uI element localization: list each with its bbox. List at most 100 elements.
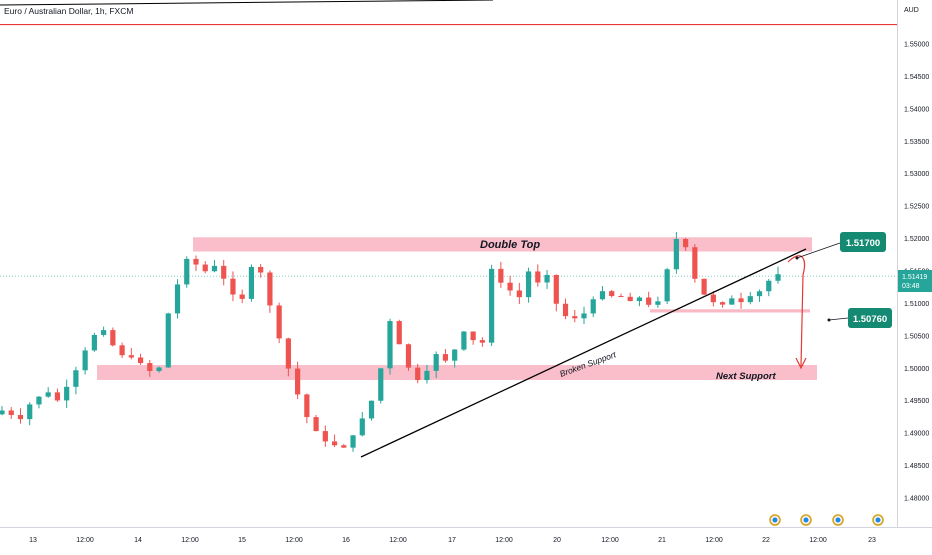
time-tick-label: 15 xyxy=(238,537,246,544)
event-icons[interactable] xyxy=(769,514,884,526)
price-tick-label: 1.53500 xyxy=(904,139,929,146)
candle-body xyxy=(387,321,393,369)
candle-body xyxy=(27,404,33,420)
candle-body xyxy=(396,321,402,345)
price-tick-label: 1.53000 xyxy=(904,171,929,178)
svg-text:1.51700: 1.51700 xyxy=(846,238,880,249)
candle-body xyxy=(313,417,319,432)
candle-body xyxy=(756,291,763,297)
candle-body xyxy=(710,294,716,303)
candle-body xyxy=(295,368,301,395)
time-tick-label: 17 xyxy=(448,537,456,544)
candle-body xyxy=(636,297,643,302)
calendar-event-icon[interactable] xyxy=(800,514,812,526)
time-tick-label: 16 xyxy=(342,537,350,544)
calendar-event-icon[interactable] xyxy=(832,514,844,526)
price-tick-label: 1.51000 xyxy=(904,301,929,308)
candle-body xyxy=(165,313,171,368)
double-top-label: Double Top xyxy=(480,239,540,251)
candle-body xyxy=(82,350,88,371)
candle-body xyxy=(128,355,134,358)
price-zone xyxy=(97,365,817,380)
time-tick-label: 14 xyxy=(134,537,142,544)
candle-body xyxy=(664,269,670,302)
candle-body xyxy=(599,291,606,300)
candle-body xyxy=(729,298,735,305)
candle-body xyxy=(535,271,541,283)
candle-body xyxy=(211,265,218,272)
candle-body xyxy=(442,354,449,361)
time-tick-label: 23 xyxy=(868,537,876,544)
candle-body xyxy=(618,296,624,298)
candle-body xyxy=(304,394,310,418)
price-tick-label: 1.52000 xyxy=(904,236,929,243)
candle-body xyxy=(646,297,652,305)
candle-body xyxy=(766,280,772,292)
time-tick-label: 12:00 xyxy=(389,537,407,544)
price-tick-label: 1.50000 xyxy=(904,366,929,373)
price-zone xyxy=(193,237,812,252)
candle-body xyxy=(267,272,273,306)
candle-body xyxy=(258,266,264,273)
candle-body xyxy=(562,303,569,317)
price-tick-label: 1.50500 xyxy=(904,333,929,340)
time-tick-label: 13 xyxy=(29,537,37,544)
candle-body xyxy=(673,239,679,270)
candle-body xyxy=(17,415,24,420)
badge-anchor-dot xyxy=(795,256,799,260)
time-tick-label: 12:00 xyxy=(495,537,513,544)
level-badge-low[interactable]: 1.50760 xyxy=(848,308,892,328)
candle-body xyxy=(202,264,208,272)
candle-body xyxy=(701,278,707,295)
candle-body xyxy=(368,400,375,419)
candle-body xyxy=(341,445,347,448)
calendar-event-icon[interactable] xyxy=(872,514,884,526)
broken-support-trendline[interactable] xyxy=(360,248,807,458)
time-tick-label: 12:00 xyxy=(285,537,303,544)
currency-label: AUD xyxy=(904,7,919,14)
candle-body xyxy=(747,296,753,303)
time-tick-label: 20 xyxy=(553,537,561,544)
candle-body xyxy=(331,441,338,446)
current-price-value: 1.51419 xyxy=(902,274,927,281)
candle-body xyxy=(119,345,125,356)
candle-body xyxy=(45,392,51,397)
time-tick-label: 21 xyxy=(658,537,666,544)
candle-body xyxy=(719,302,726,305)
candle-body xyxy=(498,268,504,283)
calendar-event-icon[interactable] xyxy=(769,514,781,526)
candle-body xyxy=(424,370,430,381)
time-tick-label: 12:00 xyxy=(809,537,827,544)
candle-body xyxy=(378,368,384,401)
candle-body xyxy=(572,316,578,319)
candle-body xyxy=(507,282,513,291)
candle-body xyxy=(322,431,328,442)
candle-body xyxy=(36,396,42,405)
price-tick-label: 1.49000 xyxy=(904,431,929,438)
price-tick-label: 1.48500 xyxy=(904,463,929,470)
candle-body xyxy=(415,367,421,381)
time-tick-label: 12:00 xyxy=(601,537,619,544)
candle-body xyxy=(433,354,439,371)
projection-arrow xyxy=(787,255,806,367)
candle-body xyxy=(452,349,458,361)
level-badge-high[interactable]: 1.51700 xyxy=(840,232,886,252)
candle-body xyxy=(479,340,485,343)
candle-body xyxy=(110,330,116,346)
chart-title: Euro / Australian Dollar, 1h, FXCM xyxy=(4,6,133,16)
price-tick-label: 1.55000 xyxy=(904,42,929,49)
candle-body xyxy=(91,334,97,351)
top-black-line xyxy=(0,0,494,6)
candle-body xyxy=(230,278,236,295)
candle-body xyxy=(221,265,227,279)
candle-body xyxy=(184,258,190,285)
price-tick-label: 1.52500 xyxy=(904,204,929,211)
candle-body xyxy=(73,370,79,387)
candle-body xyxy=(553,274,559,304)
candle-body xyxy=(627,296,633,302)
price-tick-label: 1.49500 xyxy=(904,398,929,405)
candle-body xyxy=(54,392,61,401)
candle-body xyxy=(470,331,476,341)
